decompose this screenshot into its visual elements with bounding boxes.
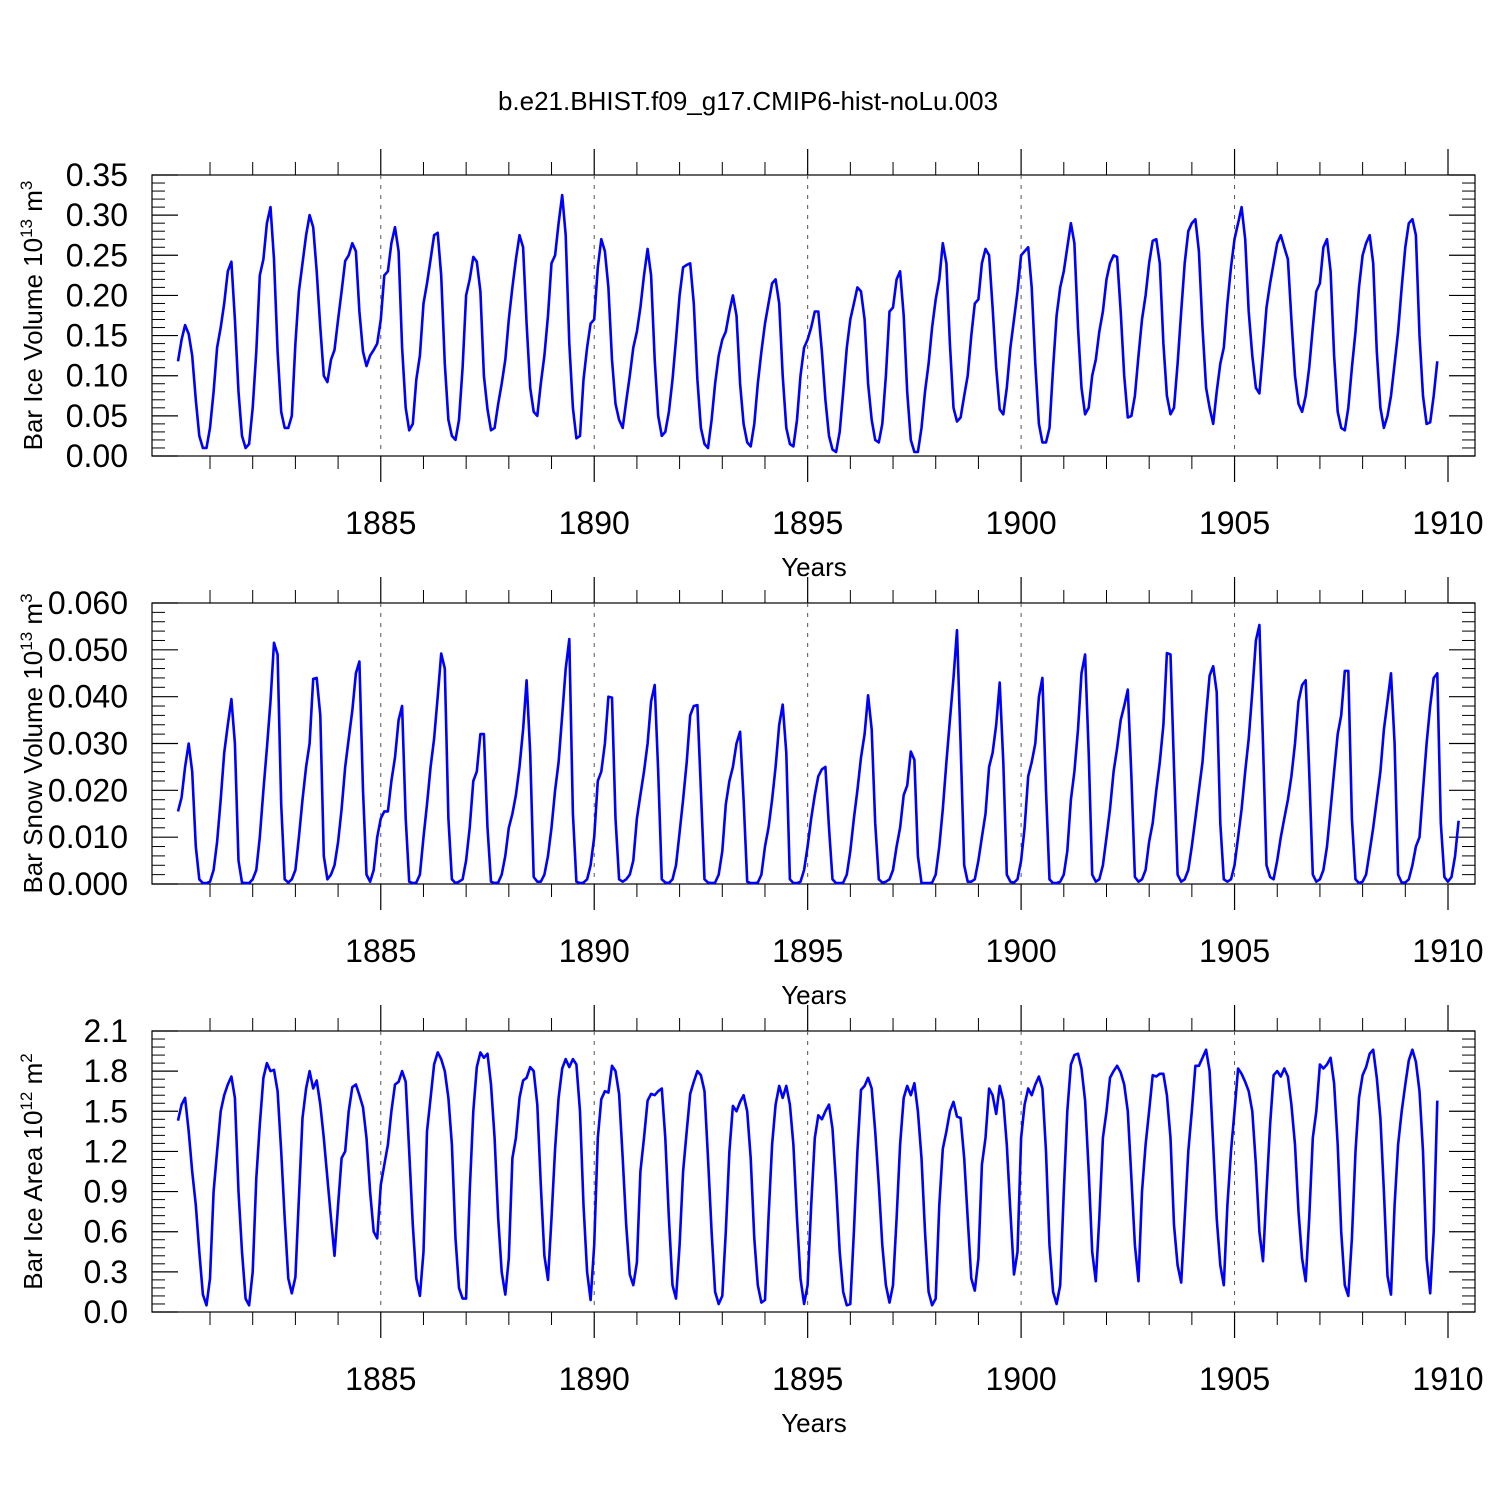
y-tick-label: 0.10 [66,358,128,394]
panel-2: 1885 1890 1895 1900 1905 1910 0.000 0.010 0.020 0… [17,577,1484,1010]
y-tick-label: 0.25 [66,237,128,273]
series-line [176,1048,1439,1307]
y-tick-label: 0.20 [66,277,128,313]
plot-frame [151,602,1476,885]
x-tick-label: 1890 [559,933,630,969]
panel-3: 1885 1890 1895 1900 1905 1910 0.0 0.3 0.6 0.9 1.2 1… [17,1005,1484,1438]
x-axis-label: Years [781,1408,847,1438]
x-tick-label: 1890 [559,505,630,541]
chart-title: b.e21.BHIST.f09_g17.CMIP6-hist-noLu.003 [498,86,998,116]
y-tick-label: 0.0 [84,1294,128,1330]
x-tick-label: 1890 [559,1361,630,1397]
x-tick-label: 1900 [986,933,1057,969]
y-tick-label: 0.00 [66,438,128,474]
y-tick-label: 2.1 [84,1013,128,1049]
x-tick-label: 1910 [1412,505,1483,541]
x-tick-label: 1885 [345,505,416,541]
y-tick-label: 0.30 [66,197,128,233]
x-tick-label: 1895 [772,1361,843,1397]
x-tick-label: 1905 [1199,1361,1270,1397]
x-tick-label: 1910 [1412,933,1483,969]
panels: 1885 1890 1895 1900 1905 1910 0.00 0.05 0.10 0.15… [17,149,1484,1438]
y-tick-label: 1.8 [84,1053,128,1089]
panel-1: 1885 1890 1895 1900 1905 1910 0.00 0.05 0.10 0.15… [17,149,1484,582]
x-tick-label: 1885 [345,933,416,969]
x-tick-label: 1900 [986,1361,1057,1397]
x-tick-label: 1900 [986,505,1057,541]
y-tick-label: 0.050 [48,632,128,668]
plot-frame [151,174,1476,457]
y-tick-label: 0.15 [66,318,128,354]
x-tick-label: 1895 [772,933,843,969]
y-axis-label: Bar Ice Volume 1013 m3 [17,181,48,451]
y-tick-label: 0.3 [84,1254,128,1290]
y-tick-label: 0.9 [84,1174,128,1210]
y-tick-label: 1.5 [84,1093,128,1129]
y-tick-label: 0.020 [48,772,128,808]
y-tick-label: 0.6 [84,1214,128,1250]
x-tick-label: 1910 [1412,1361,1483,1397]
y-tick-label: 1.2 [84,1133,128,1169]
x-tick-label: 1905 [1199,505,1270,541]
series-line [176,623,1460,885]
y-tick-label: 0.000 [48,866,128,902]
y-tick-label: 0.060 [48,585,128,621]
x-axis-label: Years [781,552,847,582]
x-axis-label: Years [781,980,847,1010]
y-tick-label: 0.05 [66,398,128,434]
x-tick-label: 1905 [1199,933,1270,969]
y-tick-label: 0.030 [48,726,128,762]
x-tick-label: 1895 [772,505,843,541]
x-tick-label: 1885 [345,1361,416,1397]
plot-frame [151,1030,1476,1313]
y-axis-label: Bar Snow Volume 1013 m3 [17,593,48,893]
series-line [176,193,1439,454]
y-tick-label: 0.040 [48,679,128,715]
y-tick-label: 0.35 [66,157,128,193]
y-axis-label: Bar Ice Area 1012 m2 [17,1053,48,1290]
y-tick-label: 0.010 [48,819,128,855]
